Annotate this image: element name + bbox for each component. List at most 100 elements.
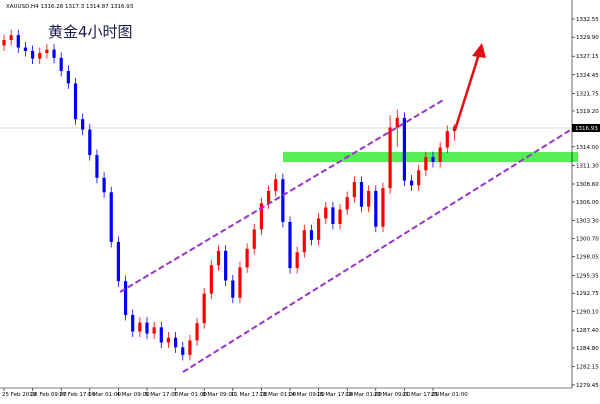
candle-body (302, 230, 306, 253)
candle-body (274, 179, 278, 191)
candle-body (138, 322, 142, 332)
x-tick-label: 14 Mar 09:00 (288, 392, 325, 398)
candle-body (388, 127, 392, 189)
candle-body (9, 35, 13, 40)
y-tick-label: 1324.45 (576, 73, 599, 79)
candle-body (73, 83, 78, 120)
candle-body (145, 322, 149, 334)
candle-body (209, 265, 213, 294)
candle-body (324, 207, 328, 219)
x-tick-label: 27 Feb 17:00 (59, 392, 96, 398)
candle-body (359, 181, 364, 207)
x-tick-label: 8 Mar 09:00 (202, 392, 236, 398)
x-tick-label: 4 Mar 09:00 (116, 392, 150, 398)
candle-body (181, 347, 185, 355)
candle-body (45, 49, 49, 54)
candle-body (88, 129, 92, 156)
x-tick-label: 20 Mar 09:00 (374, 392, 411, 398)
candle-body (31, 50, 35, 59)
y-tick-label: 1279.45 (576, 383, 599, 389)
current-price: 1316.93 (575, 126, 598, 132)
x-tick-label: 21 Mar 17:00 (402, 392, 439, 398)
candle-body (259, 203, 263, 230)
candle-body (317, 218, 321, 240)
header-open: 1316.28 (40, 4, 63, 10)
y-tick-label: 1290.10 (576, 310, 599, 316)
candle-body (431, 157, 435, 162)
header-high: 1317.3 (65, 4, 85, 10)
y-tick-label: 1298.05 (576, 255, 599, 261)
y-tick-label: 1300.70 (576, 236, 599, 242)
candle-body (331, 207, 335, 224)
candle-body (174, 337, 178, 348)
candle-body (123, 281, 128, 315)
candle-body (195, 323, 199, 341)
x-tick-label: 7 Mar 01:00 (174, 392, 208, 398)
resistance-zone (283, 152, 578, 162)
candle-body (116, 241, 120, 282)
candle-body (266, 190, 271, 204)
y-tick-label: 1311.30 (576, 163, 599, 169)
candle-body (381, 188, 385, 227)
y-tick-label: 1321.75 (576, 91, 599, 97)
candle-body (238, 267, 242, 298)
candle-body (367, 190, 371, 207)
arrow-shaft (453, 53, 481, 131)
candle-body (395, 117, 399, 128)
candle-body (131, 314, 135, 332)
y-tick-label: 1287.40 (576, 328, 599, 334)
candle-body (38, 53, 42, 59)
candle-body (345, 197, 349, 210)
candle-body (224, 250, 228, 281)
candle-body (445, 131, 449, 148)
candle-body (166, 337, 171, 343)
candle-body (216, 250, 221, 266)
candle-body (52, 49, 56, 58)
candle-body (245, 248, 249, 268)
candle-body (159, 327, 163, 343)
candle-body (352, 181, 356, 198)
x-tick-label: 25 Mar 01:00 (431, 392, 468, 398)
candle-body (81, 119, 85, 130)
arrow-head (472, 43, 486, 58)
header-close: 1316.93 (110, 4, 133, 10)
x-tick-label: 19 Mar 01:00 (345, 392, 382, 398)
header-low: 1314.87 (86, 4, 109, 10)
candle-body (417, 170, 421, 186)
y-tick-label: 1295.35 (576, 273, 599, 279)
candle-body (338, 209, 342, 224)
candle-body (16, 35, 20, 48)
candle-body (102, 177, 106, 193)
candle-body (152, 327, 156, 334)
candle-body (295, 252, 299, 269)
candle-body (231, 280, 235, 298)
y-tick-label: 1292.75 (576, 291, 599, 297)
candle-body (2, 39, 6, 46)
y-tick-label: 1282.15 (576, 364, 599, 370)
candle-body (252, 229, 256, 249)
x-tick-label: 1 Mar 01:00 (88, 392, 122, 398)
y-tick-label: 1329.90 (576, 35, 599, 41)
candle-body (281, 179, 285, 222)
candle-body (109, 192, 113, 242)
y-tick-label: 1327.15 (576, 54, 599, 60)
x-tick-label: 15 Mar 17:00 (317, 392, 354, 398)
y-tick-label: 1332.55 (576, 17, 599, 23)
candle-body (424, 157, 428, 171)
chart-title: 黄金4小时图 (48, 23, 133, 41)
candle-body (23, 47, 28, 51)
candle-body (202, 293, 206, 324)
y-tick-label: 1308.60 (576, 182, 599, 188)
candle-body (188, 340, 192, 355)
candle-body (374, 190, 378, 227)
candle-body (409, 180, 414, 186)
plot-area (2, 29, 457, 361)
x-tick-label: 5 Mar 17:00 (145, 392, 179, 398)
y-tick-label: 1319.20 (576, 109, 599, 115)
y-tick-label: 1314.00 (576, 145, 599, 151)
candle-body (288, 221, 292, 269)
y-tick-label: 1303.30 (576, 219, 599, 225)
x-tick-label: 11 Mar 17:00 (231, 392, 268, 398)
